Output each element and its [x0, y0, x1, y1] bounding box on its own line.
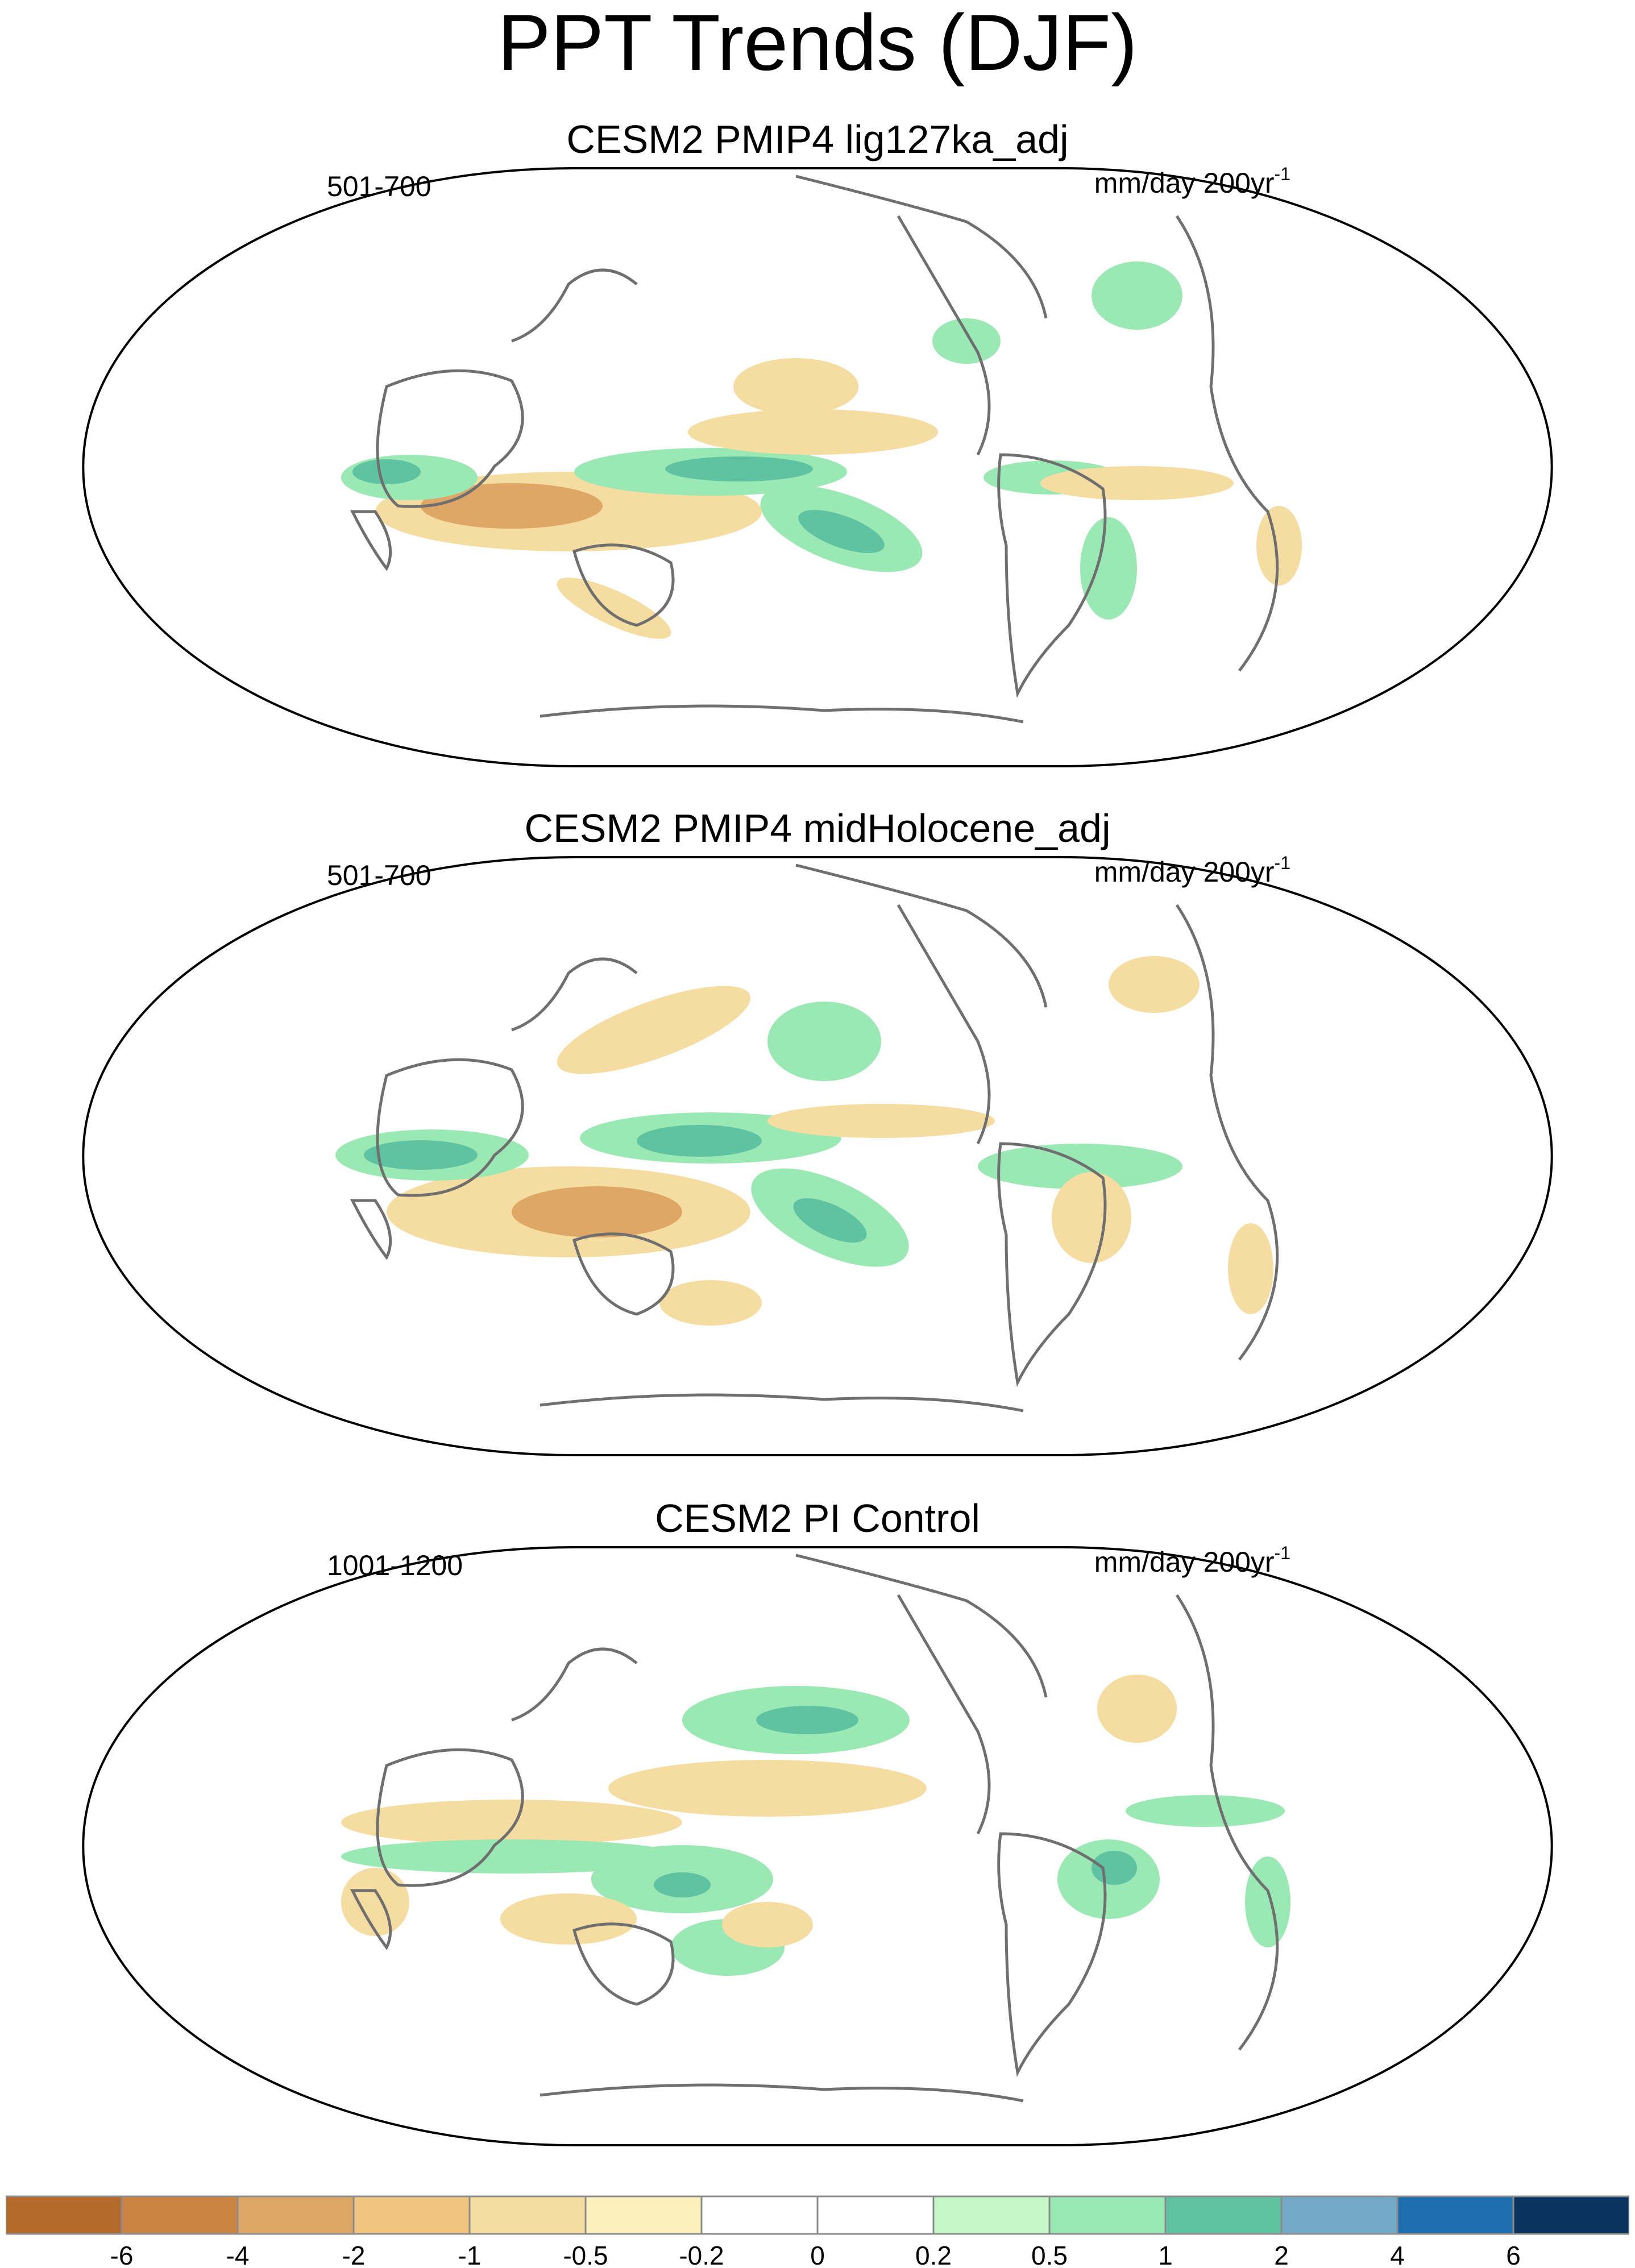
- colorbar: -6 -4 -2 -1 -0.5 -0.2 0 0.2 0.5 1 2 4 6: [6, 2195, 1629, 2268]
- coastlines: [350, 1553, 1279, 2103]
- map-panel-pi-control: CESM2 PI Control 1001-1200 mm/day 200yr-…: [0, 1493, 1635, 2180]
- colorbar-box: [932, 2195, 1051, 2235]
- colorbar-tick-label: 0.2: [915, 2241, 952, 2268]
- colorbar-box: [1396, 2195, 1514, 2235]
- colorbar-box: [1512, 2195, 1629, 2235]
- colorbar-tick-label: -2: [342, 2241, 366, 2268]
- colorbar-tick-label: 0.5: [1031, 2241, 1068, 2268]
- colorbar-box: [121, 2195, 239, 2235]
- world-map: [82, 856, 1553, 1456]
- period-label: 501-700: [327, 171, 431, 202]
- colorbar-tick-label: -0.2: [679, 2241, 724, 2268]
- period-label: 501-700: [327, 859, 431, 891]
- figure-title: PPT Trends (DJF): [497, 0, 1138, 87]
- units-label: mm/day 200yr-1: [1094, 1543, 1290, 1578]
- panel-title: CESM2 PI Control: [655, 1496, 980, 1540]
- colorbar-tick-label: 6: [1506, 2241, 1521, 2268]
- world-map: [82, 167, 1553, 767]
- precip-trend-anomalies: [335, 956, 1273, 1326]
- colorbar-box: [1164, 2195, 1283, 2235]
- colorbar-tick-label: 2: [1274, 2241, 1289, 2268]
- coastlines: [350, 175, 1279, 724]
- colorbar-box: [700, 2195, 819, 2235]
- world-map: [82, 1546, 1553, 2146]
- map-panel-midholocene: CESM2 PMIP4 midHolocene_adj 501-700 mm/d…: [0, 803, 1635, 1490]
- units-label: mm/day 200yr-1: [1094, 164, 1290, 199]
- precip-trend-anomalies: [341, 1675, 1290, 1976]
- colorbar-tick-label: 1: [1158, 2241, 1173, 2268]
- units-label: mm/day 200yr-1: [1094, 853, 1290, 888]
- colorbar-tick-label: -4: [226, 2241, 250, 2268]
- map-panel-lig127ka: CESM2 PMIP4 lig127ka_adj 501-700 mm/day …: [0, 114, 1635, 801]
- map-outline: [82, 1546, 1553, 2146]
- colorbar-tick-label: -0.5: [563, 2241, 608, 2268]
- colorbar-box: [1048, 2195, 1167, 2235]
- map-outline: [82, 856, 1553, 1456]
- map-outline: [82, 167, 1553, 767]
- precip-trend-anomalies: [341, 261, 1302, 639]
- colorbar-box: [1280, 2195, 1399, 2235]
- period-label: 1001-1200: [327, 1550, 463, 1581]
- panel-title: CESM2 PMIP4 midHolocene_adj: [524, 806, 1111, 850]
- colorbar-box: [468, 2195, 587, 2235]
- colorbar-tick-label: 4: [1390, 2241, 1405, 2268]
- colorbar-box: [236, 2195, 355, 2235]
- panel-title: CESM2 PMIP4 lig127ka_adj: [566, 117, 1069, 161]
- colorbar-box: [584, 2195, 703, 2235]
- colorbar-box: [352, 2195, 471, 2235]
- colorbar-tick-label: 0: [810, 2241, 825, 2268]
- colorbar-box: [6, 2195, 123, 2235]
- coastlines: [350, 863, 1279, 1413]
- colorbar-tick-label: -6: [110, 2241, 134, 2268]
- colorbar-box: [816, 2195, 935, 2235]
- colorbar-tick-label: -1: [458, 2241, 482, 2268]
